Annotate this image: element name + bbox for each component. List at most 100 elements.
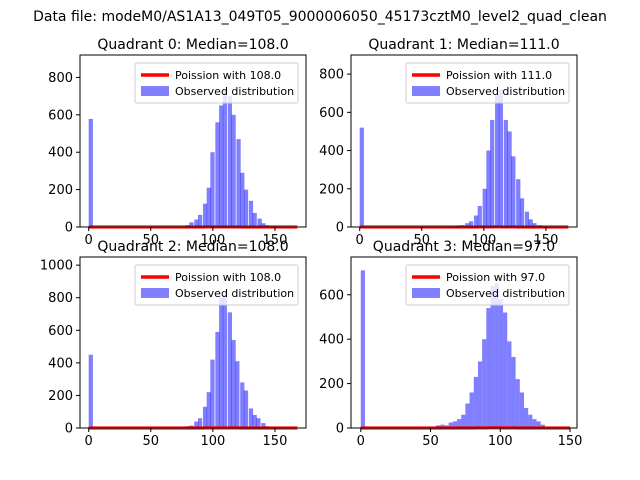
histogram-bar [252, 212, 257, 227]
histogram-bar [519, 392, 524, 428]
quadrant-0-panel: Quadrant 0: Median=108.0 0 50 100 150 0 200 400… [48, 37, 307, 248]
legend-observed-swatch [412, 288, 440, 298]
histogram-bar [528, 414, 533, 428]
histogram-bar [498, 299, 504, 428]
histogram-bar [202, 406, 208, 428]
legend-poisson-label: Poission with 111.0 [446, 69, 552, 82]
histogram-bar [210, 152, 215, 227]
y-tick-label: 400 [319, 333, 344, 348]
x-tick-label: 100 [200, 233, 225, 248]
panel-title: Quadrant 1: Median=111.0 [368, 37, 559, 53]
histogram-bar [215, 122, 220, 227]
legend-box [134, 264, 299, 306]
histogram-bar [243, 189, 249, 227]
axes-frame [79, 256, 307, 429]
histogram-bar [359, 127, 364, 227]
histogram-bar [215, 331, 220, 428]
x-tick-label: 150 [558, 434, 583, 449]
histogram-bar [202, 203, 208, 227]
histogram-bar [494, 283, 499, 428]
histogram-bar [252, 414, 257, 428]
histogram-bar [240, 382, 245, 428]
histogram-bar [219, 105, 224, 227]
quadrant-1-panel: Quadrant 1: Median=111.0 0 50 100 150 0 200 400… [319, 37, 578, 248]
histogram-bar [231, 114, 236, 227]
histogram-bar [248, 200, 254, 227]
histogram-bar [448, 422, 453, 428]
histogram-bar [210, 359, 215, 428]
histogram-bar [236, 139, 241, 227]
histogram-bar [519, 198, 525, 227]
y-tick-label: 400 [48, 146, 73, 161]
histogram-bar [88, 354, 93, 428]
histogram-bar [507, 131, 512, 227]
quadrant-3-panel: Quadrant 3: Median=97.0 0 50 100 150 0 200 400 6… [319, 239, 582, 449]
histogram-bar [495, 95, 500, 227]
axes-frame [350, 256, 578, 429]
legend-observed-swatch [141, 86, 169, 96]
histogram-bar [536, 421, 541, 428]
histogram-bar [511, 156, 516, 227]
histogram-bar [507, 341, 512, 428]
histogram-bar [473, 215, 479, 227]
histogram-bar [490, 285, 495, 428]
y-tick-label: 400 [48, 356, 73, 371]
histogram-bar [261, 423, 266, 428]
legend-poisson-label: Poission with 108.0 [175, 271, 281, 284]
histogram-bar [532, 419, 537, 428]
y-tick-label: 200 [319, 377, 344, 392]
y-tick-label: 800 [48, 291, 73, 306]
axes-frame [79, 54, 307, 228]
histogram-bar [523, 408, 529, 428]
y-tick-label: 0 [65, 422, 73, 437]
histogram-bar [468, 221, 474, 227]
histogram-bar [465, 403, 470, 428]
x-tick-label: 50 [422, 434, 439, 449]
y-tick-label: 0 [336, 221, 344, 236]
histogram-bar [360, 270, 365, 428]
histogram-bar [503, 312, 508, 428]
histogram-bar [469, 392, 474, 428]
x-tick-label: 0 [357, 434, 365, 449]
y-tick-label: 800 [319, 68, 344, 83]
histogram-bar [524, 211, 530, 227]
histogram-bar [528, 219, 533, 227]
legend-box [405, 264, 570, 306]
legend-observed-label: Observed distribution [175, 85, 294, 98]
x-tick-label: 0 [356, 233, 364, 248]
histogram-bar [532, 223, 537, 227]
histogram-bar [490, 119, 495, 227]
x-tick-label: 50 [143, 233, 160, 248]
histogram-bar [197, 418, 203, 428]
histogram-bar [197, 214, 203, 227]
y-tick-label: 0 [65, 221, 73, 236]
histogram-bar [486, 308, 491, 428]
y-tick-label: 1000 [40, 259, 73, 274]
histogram-bar [516, 179, 521, 227]
legend-box [134, 62, 299, 104]
legend-box [405, 62, 570, 104]
y-tick-label: 600 [319, 106, 344, 121]
histogram-bar [240, 172, 245, 227]
histogram-bar [486, 150, 491, 227]
histogram-bar [235, 361, 240, 428]
x-tick-label: 100 [200, 434, 225, 449]
y-tick-label: 0 [336, 422, 344, 437]
x-tick-label: 150 [263, 233, 288, 248]
y-tick-label: 200 [319, 182, 344, 197]
legend-observed-label: Observed distribution [446, 85, 565, 98]
histogram-bar [515, 379, 520, 428]
x-tick-label: 50 [143, 434, 160, 449]
histogram-bar [482, 339, 487, 428]
legend-observed-label: Observed distribution [175, 287, 294, 300]
y-tick-label: 200 [48, 183, 73, 198]
histogram-bar [257, 218, 262, 227]
histogram-bar [261, 223, 266, 227]
histogram-bar [248, 408, 254, 428]
histogram-bar [457, 419, 462, 428]
quadrant-2-panel: Quadrant 2: Median=108.0 0 50 100 150 0 200 400… [40, 239, 307, 449]
x-tick-label: 50 [414, 233, 431, 248]
y-tick-label: 200 [48, 389, 73, 404]
histogram-bar [222, 294, 228, 428]
